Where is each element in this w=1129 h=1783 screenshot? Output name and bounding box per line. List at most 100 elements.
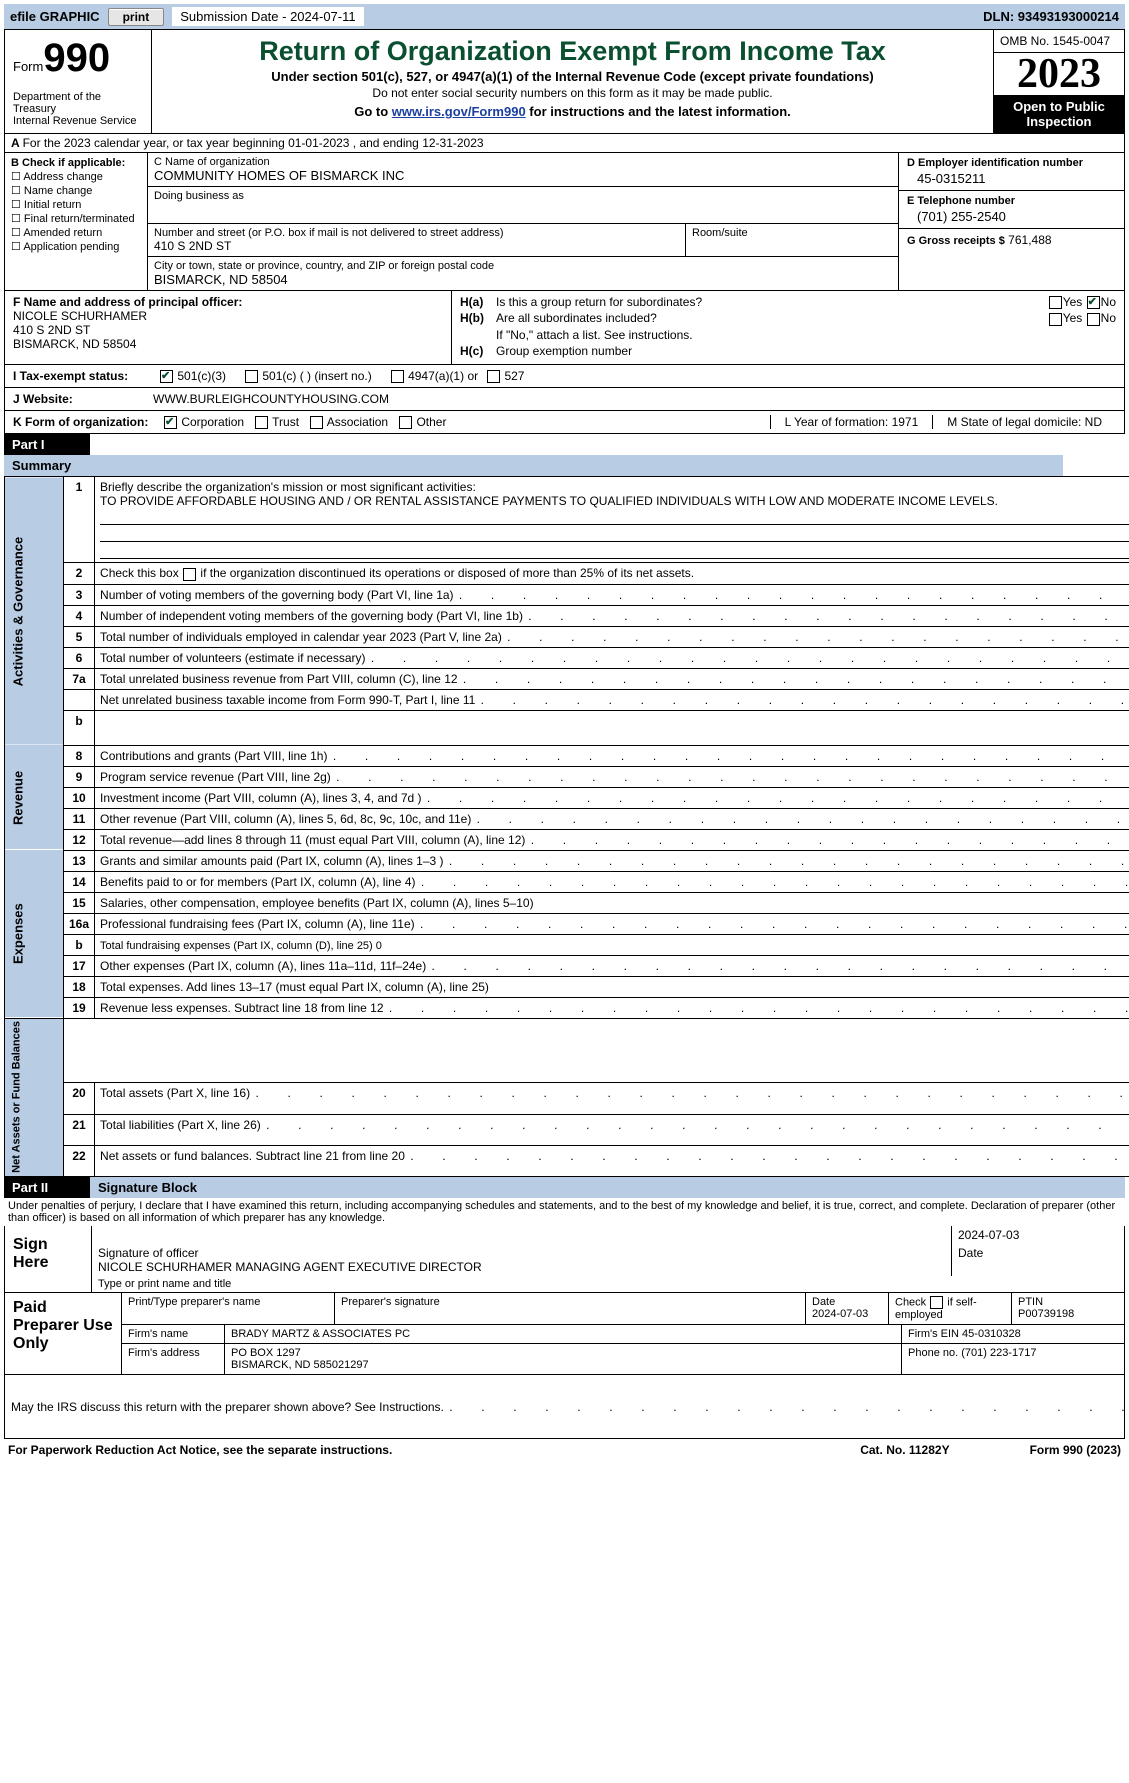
org-name: COMMUNITY HOMES OF BISMARCK INC [154, 168, 892, 183]
hb-note: If "No," attach a list. See instructions… [496, 328, 1116, 342]
tel-label: E Telephone number [907, 195, 1116, 207]
part1-title: Summary [4, 455, 1063, 476]
ha-no-check[interactable] [1087, 296, 1100, 309]
submission-date: Submission Date - 2024-07-11 [172, 7, 363, 26]
hb-label: H(b) [460, 311, 496, 325]
signature-block: Sign Here 2024-07-03 Signature of office… [4, 1226, 1125, 1439]
efile-label: efile GRAPHIC [10, 9, 100, 24]
inspection-badge: Open to Public Inspection [994, 95, 1124, 133]
type-name-label: Type or print name and title [92, 1276, 1124, 1292]
part2-header: Part II [4, 1177, 90, 1198]
row-k-label: K Form of organization: [13, 415, 163, 429]
omb-number: OMB No. 1545-0047 [994, 30, 1124, 53]
ha-checkboxes: Yes No [1048, 295, 1116, 309]
vtab-netassets: Net Assets or Fund Balances [5, 1018, 64, 1177]
officer-sig-name: NICOLE SCHURHAMER MANAGING AGENT EXECUTI… [98, 1260, 482, 1274]
form-title: Return of Organization Exempt From Incom… [158, 36, 987, 67]
prep-sig-label: Preparer's signature [335, 1293, 806, 1324]
street-address: 410 S 2ND ST [154, 239, 679, 253]
vtab-expenses: Expenses [5, 850, 64, 1018]
cb-501c3[interactable] [160, 370, 173, 383]
dept-label: Department of the Treasury Internal Reve… [13, 91, 143, 127]
ptin: P00739198 [1018, 1308, 1074, 1320]
cb-501c[interactable] [245, 370, 258, 383]
f-label: F Name and address of principal officer: [13, 295, 443, 309]
col-b-title: B Check if applicable: [11, 157, 141, 169]
cb-assoc[interactable] [310, 416, 323, 429]
cat-no: Cat. No. 11282Y [860, 1443, 949, 1457]
vtab-activities: Activities & Governance [5, 477, 64, 745]
may-discuss-row: May the IRS discuss this return with the… [5, 1374, 1124, 1438]
part2-title: Signature Block [90, 1177, 1125, 1198]
col-b: B Check if applicable: Address change Na… [5, 153, 148, 290]
cb-initial[interactable]: Initial return [11, 198, 141, 211]
vtab-revenue: Revenue [5, 745, 64, 850]
paid-preparer-label: Paid Preparer Use Only [5, 1293, 122, 1374]
cb-other[interactable] [399, 416, 412, 429]
part1-header: Part I [4, 434, 90, 455]
cb-address[interactable]: Address change [11, 170, 141, 183]
date-label: Date [952, 1244, 1124, 1276]
dba-label: Doing business as [154, 190, 892, 202]
row-k: K Form of organization: Corporation Trus… [4, 411, 1125, 434]
topbar: efile GRAPHIC print Submission Date - 20… [4, 4, 1125, 29]
ha-label: H(a) [460, 295, 496, 309]
row-i: I Tax-exempt status: 501(c)(3) 501(c) ( … [4, 365, 1125, 388]
ha-yes-check[interactable] [1049, 296, 1062, 309]
hc-text: Group exemption number [496, 344, 1116, 358]
ha-text: Is this a group return for subordinates? [496, 295, 1048, 309]
website: WWW.BURLEIGHCOUNTYHOUSING.COM [153, 392, 389, 406]
hb-no-check[interactable] [1087, 313, 1100, 326]
row-i-label: I Tax-exempt status: [13, 369, 153, 383]
section-bc: B Check if applicable: Address change Na… [4, 153, 1125, 291]
sign-date: 2024-07-03 [952, 1226, 1124, 1244]
print-button[interactable]: print [108, 8, 165, 26]
gross-receipts: 761,488 [1008, 233, 1051, 247]
firm-ein: 45-0310328 [962, 1328, 1021, 1340]
firm-name: BRADY MARTZ & ASSOCIATES PC [225, 1325, 902, 1343]
ein-label: D Employer identification number [907, 157, 1116, 169]
cb-corp[interactable] [164, 416, 177, 429]
col-d: D Employer identification number 45-0315… [898, 153, 1124, 290]
paperwork-notice: For Paperwork Reduction Act Notice, see … [8, 1443, 860, 1457]
cb-527[interactable] [487, 370, 500, 383]
form-note: Do not enter social security numbers on … [158, 86, 987, 100]
cb-self-employed[interactable] [930, 1296, 943, 1309]
tax-year: 2023 [994, 53, 1124, 95]
row-a: A For the 2023 calendar year, or tax yea… [4, 134, 1125, 153]
mission-text: TO PROVIDE AFFORDABLE HOUSING AND / OR R… [100, 494, 998, 508]
officer-addr1: 410 S 2ND ST [13, 323, 443, 337]
cb-amended[interactable]: Amended return [11, 226, 141, 239]
cb-trust[interactable] [255, 416, 268, 429]
form-footer: Form 990 (2023) [1030, 1443, 1121, 1457]
hb-checkboxes: Yes No [1048, 311, 1116, 325]
firm-addr1: PO BOX 1297 [231, 1347, 301, 1359]
col-c: C Name of organization COMMUNITY HOMES O… [148, 153, 898, 290]
cb-discontinued[interactable] [183, 568, 196, 581]
mission-cell: Briefly describe the organization's miss… [95, 477, 1129, 563]
telephone: (701) 255-2540 [907, 209, 1116, 224]
firm-addr-label: Firm's address [122, 1344, 225, 1374]
firm-name-label: Firm's name [122, 1325, 225, 1343]
officer-name: NICOLE SCHURHAMER [13, 309, 443, 323]
dln: DLN: 93493193000214 [983, 9, 1119, 24]
ns-label: Number and street (or P.O. box if mail i… [154, 227, 679, 239]
irs-link[interactable]: www.irs.gov/Form990 [392, 104, 526, 119]
cb-application[interactable]: Application pending [11, 240, 141, 253]
form-header: Form990 Department of the Treasury Inter… [4, 29, 1125, 134]
hb-yes-check[interactable] [1049, 313, 1062, 326]
form-number: Form990 [13, 36, 143, 81]
row-j: J Website: WWW.BURLEIGHCOUNTYHOUSING.COM [4, 388, 1125, 411]
hb-text: Are all subordinates included? [496, 311, 1048, 325]
cb-name[interactable]: Name change [11, 184, 141, 197]
sign-here-label: Sign Here [5, 1226, 92, 1292]
section-fh: F Name and address of principal officer:… [4, 291, 1125, 365]
cb-final[interactable]: Final return/terminated [11, 212, 141, 225]
cb-4947[interactable] [391, 370, 404, 383]
state-domicile: M State of legal domicile: ND [932, 415, 1116, 429]
gross-label: G Gross receipts $ [907, 235, 1005, 247]
form-link-line: Go to www.irs.gov/Form990 for instructio… [158, 104, 987, 119]
row-j-label: J Website: [13, 392, 153, 406]
firm-phone: (701) 223-1717 [961, 1347, 1036, 1359]
line2-text: Check this box if the organization disco… [95, 563, 1129, 584]
